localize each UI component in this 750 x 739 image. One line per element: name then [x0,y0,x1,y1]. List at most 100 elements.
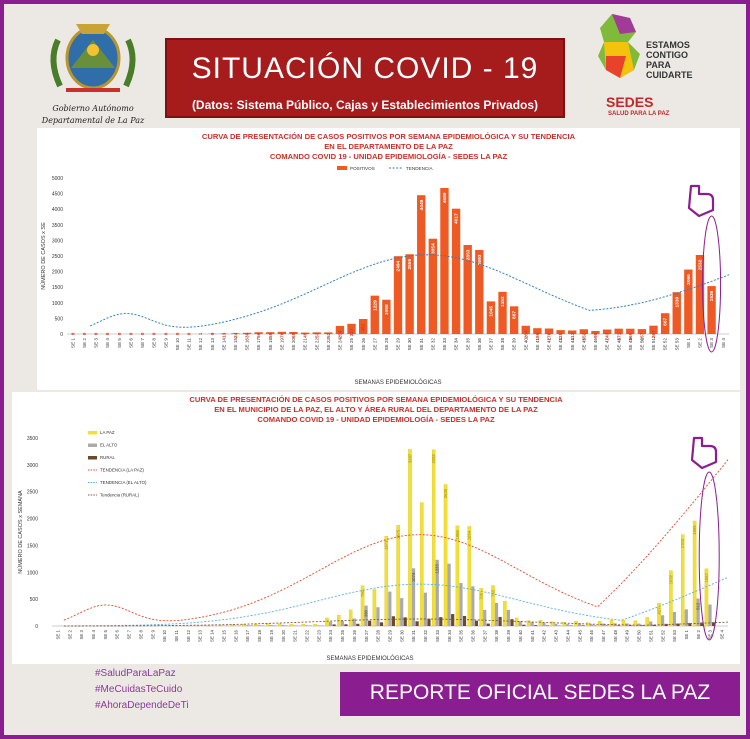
bar-rural [403,617,407,626]
chart2-title-line3: COMANDO COVID 19 - UNIDAD EPIDEMIOLOGÍA … [257,415,495,424]
legend-swatch-positivos [337,166,347,170]
pointing-hand-icon [687,184,715,218]
bar-rural [391,616,395,626]
bar-la-paz [420,502,424,627]
bar-rural [498,616,502,626]
bar-el-alto [577,623,582,626]
positivos-bar [521,325,530,334]
trend-line-1 [63,576,729,627]
chart1-title-line1: CURVA DE PRESENTACIÓN DE CASOS POSITIVOS… [201,132,576,141]
y-tick-label: 1500 [27,543,38,549]
bar-la-paz [230,624,234,627]
sedes-name: SEDES [606,94,654,110]
positivos-bar [707,286,716,334]
bar-rural [427,618,431,626]
bar-el-alto [554,623,558,626]
x-tick-label: SE 4 [721,338,726,348]
bar-el-alto [269,624,273,626]
bar-la-paz [467,526,472,627]
y-tick-label: 3000 [27,463,38,469]
data-label: 70 [279,332,285,338]
x-tick-label: SE 7 [140,338,145,348]
data-label: 481 [361,323,367,331]
bar-la-paz [325,617,329,627]
data-label: 0 [105,332,111,335]
x-tick-label: SE 11 [187,338,192,351]
chart2-title-line1: CURVA DE PRESENTACIÓN DE CASOS POSITIVOS… [189,395,563,404]
y-tick-label: 3500 [27,436,38,442]
bar-la-paz [360,585,365,627]
legend-label: RURAL [100,455,115,460]
chart-municipal-panel: CURVA DE PRESENTACIÓN DE CASOS POSITIVOS… [12,392,740,664]
bar-el-alto [506,609,511,626]
legend-label: EL ALTO [100,443,118,448]
data-label: 427 [656,607,661,615]
data-label: 2635 [443,488,448,498]
x-tick-label: SE 50 [639,338,644,351]
bar-la-paz [645,617,649,627]
x-tick-label: SE 18 [257,629,262,642]
bar-rural [486,623,490,626]
positivos-bar [649,325,658,334]
y-tick-label: 2500 [27,490,38,496]
x-tick-label: SE 43 [554,629,559,642]
chart2-title-line2: EN EL MUNICIPIO DE LA PAZ, EL ALTO Y ÁRE… [214,405,538,414]
data-label: 52 [326,332,332,338]
bar-rural [439,617,443,626]
x-tick-label: SE 27 [372,338,377,351]
logo-right-line4: CUIDARTE [646,70,693,80]
bar-la-paz [597,621,602,627]
positivos-bar [266,332,275,334]
x-tick-label: SE 27 [364,629,369,642]
bar-rural [581,625,585,626]
x-tick-label: SE 34 [447,629,452,642]
bar-la-paz [514,617,519,627]
positivos-bar [637,329,647,334]
data-label: 24 [233,332,239,338]
x-tick-label: SE 40 [518,629,523,642]
hashtag-item: #SaludParaLaPaz [95,668,176,679]
x-tick-label: SE 26 [361,338,366,351]
data-label: 1233 [435,564,440,574]
x-tick-label: SE 17 [256,338,261,351]
x-tick-label: SE 13 [198,629,203,642]
y-tick-label: 0 [35,624,38,630]
sedes-logo: ESTAMOS CONTIGO PARA CUIDARTE SEDES SALU… [590,12,740,124]
data-label: 0 [187,332,193,335]
positivos-bar [463,244,472,334]
x-tick-label: SE 3 [708,629,713,639]
data-label: 0 [82,332,88,335]
data-label: 750 [360,589,365,597]
bar-rural [522,624,526,626]
x-tick-label: SE 29 [396,338,401,351]
x-tick-label: SE 47 [601,629,606,642]
hashtag-item: #AhoraDependeDeTi [95,700,189,711]
data-label: 3054 [430,243,436,254]
x-axis-label: SEMANAS EPIDEMIOLÓGICAS [354,379,441,386]
bar-la-paz [562,622,566,627]
bar-rural [700,622,704,626]
bar-el-alto [328,621,333,626]
chart1-title-line2: EN EL DEPARTAMENTO DE LA PAZ [324,142,453,151]
y-axis-label: NÚMERO DE CASOS x SE [40,222,47,290]
x-tick-label: SE 52 [663,338,668,351]
y-tick-label: 2500 [52,254,63,260]
bar-el-alto [388,591,392,626]
x-tick-label: SE 23 [316,629,321,642]
x-tick-label: SE 49 [628,338,633,351]
data-label: 125 [558,332,564,340]
data-label: 0 [140,332,146,335]
legend-label: LA PAZ [100,430,115,435]
bar-la-paz [479,588,483,627]
x-tick-label: SE 15 [221,629,226,642]
x-tick-label: SE 52 [660,629,665,642]
data-label: 0 [163,332,169,335]
positivos-bar [486,301,496,334]
x-tick-label: SE 38 [500,338,505,351]
x-tick-label: SE 37 [489,338,494,351]
x-tick-label: SE 48 [616,338,621,351]
logo-left-line2: Departamental de La Paz [41,116,145,125]
x-tick-label: SE 39 [512,338,517,351]
data-label: 1955 [692,525,697,535]
legend-label-positivos: POSITIVOS [350,166,375,171]
